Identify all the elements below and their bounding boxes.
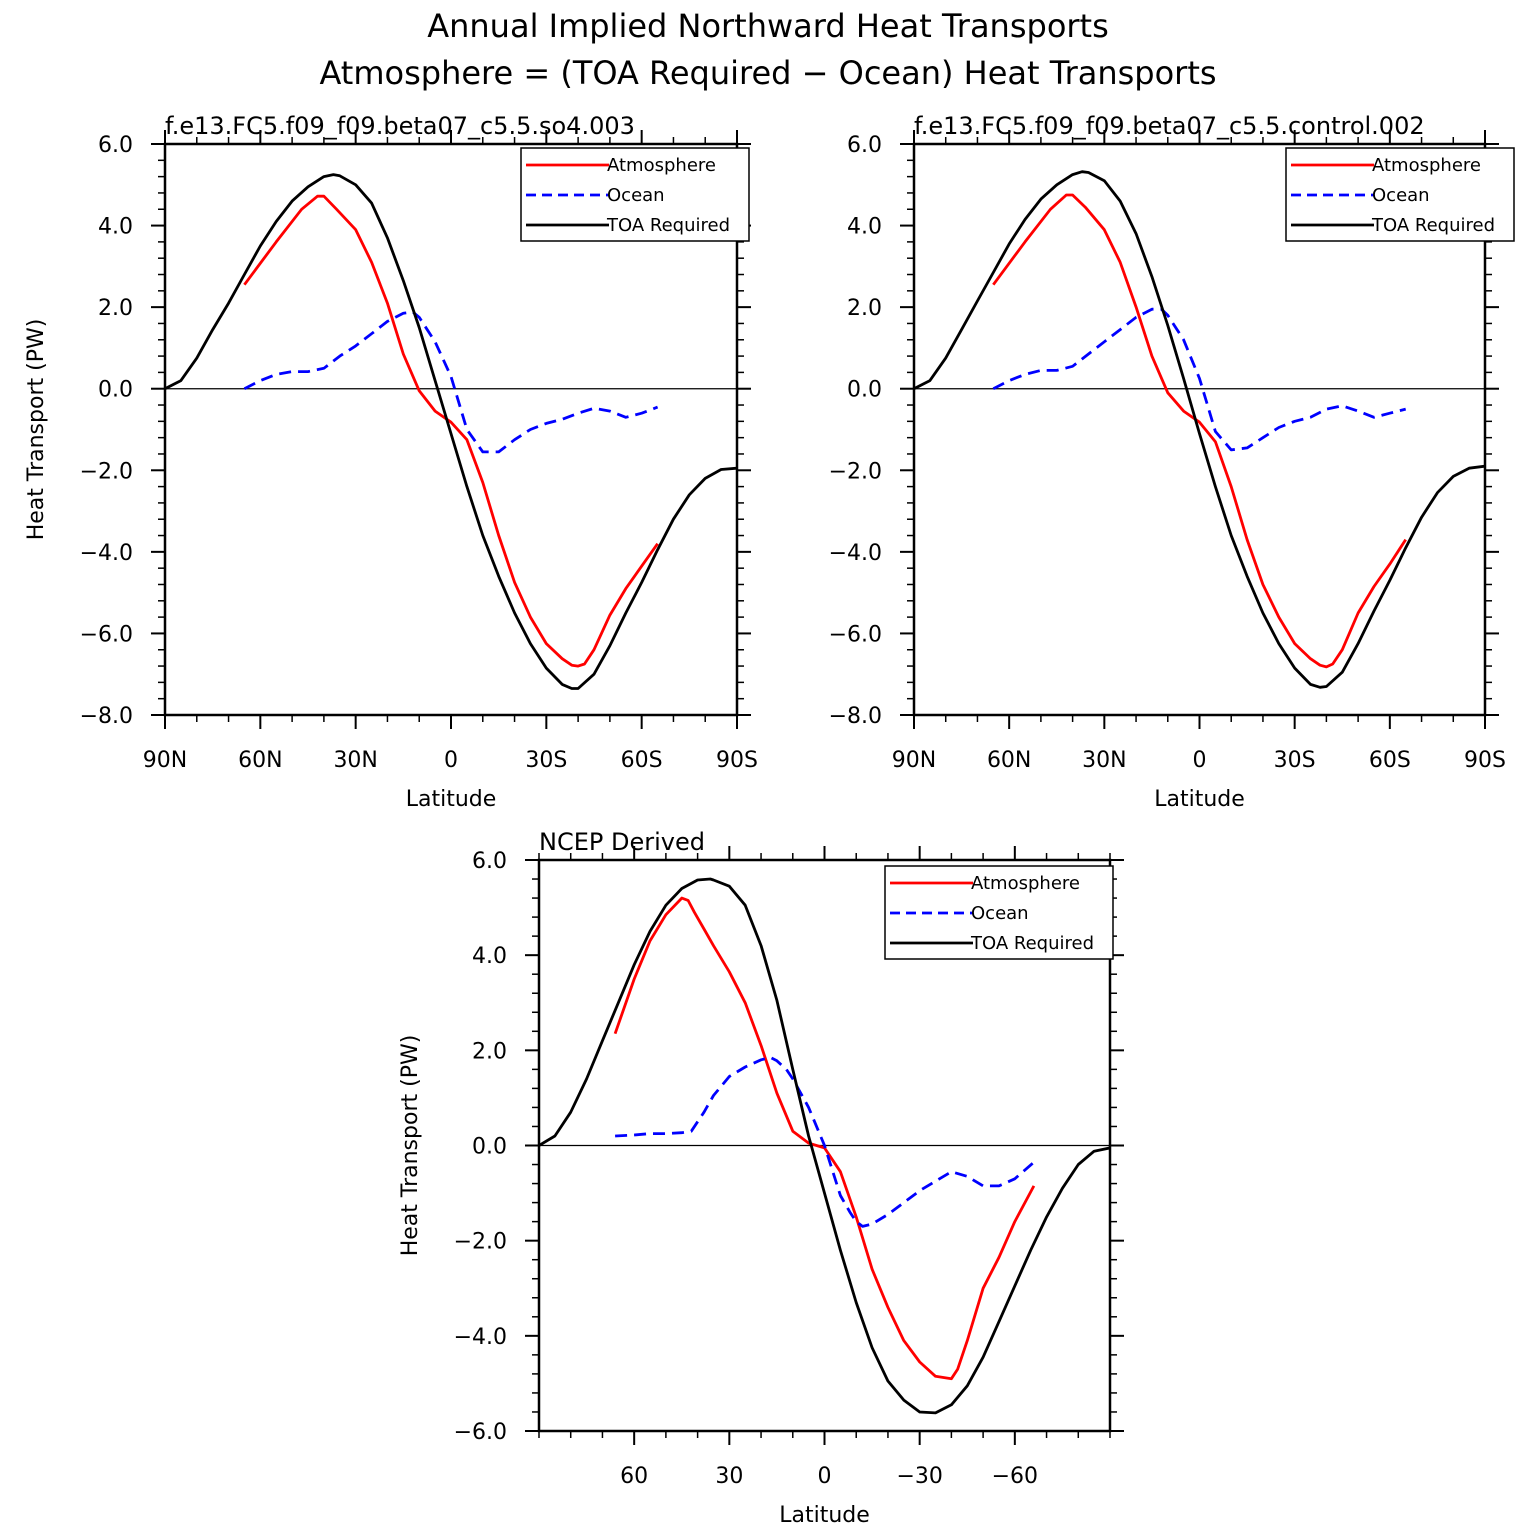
- x-tick-label: 60S: [621, 748, 663, 773]
- y-axis-label: Heat Transport (PW): [24, 319, 49, 541]
- y-tick-label: 6.0: [472, 849, 507, 874]
- y-tick-label: −8.0: [80, 704, 133, 729]
- y-tick-label: −6.0: [454, 1420, 507, 1445]
- series-line-toa-required: [914, 170, 1485, 689]
- y-tick-label: −6.0: [829, 622, 882, 647]
- y-tick-label: −4.0: [454, 1325, 507, 1350]
- panel-title: f.e13.FC5.f09_f09.beta07_c5.5.so4.003: [165, 112, 635, 140]
- panel-ncep-derived: NCEP Derived 60 30 0 −30 −60 6.0 4.0 2.0 0.0 −2.0 −…: [398, 828, 1124, 1528]
- y-tick-label: 0.0: [472, 1135, 507, 1160]
- x-tick-label: 60S: [1369, 748, 1411, 773]
- y-tick-label: 6.0: [847, 133, 882, 158]
- series-line-toa-required: [539, 877, 1110, 1415]
- panel-so4-003: f.e13.FC5.f09_f09.beta07_c5.5.so4.003 90N…: [24, 112, 758, 812]
- series-line-ocean: [992, 307, 1407, 452]
- y-tick-label: 4.0: [847, 215, 882, 240]
- y-tick-label: −2.0: [80, 459, 133, 484]
- legend-label: TOA Required: [1371, 215, 1495, 236]
- x-tick-label: 30N: [333, 748, 377, 773]
- series-line-ocean: [615, 1056, 1035, 1228]
- panel-title: f.e13.FC5.f09_f09.beta07_c5.5.control.00…: [914, 112, 1425, 140]
- x-tick-label: −60: [992, 1464, 1038, 1489]
- y-tick-label: 4.0: [98, 215, 133, 240]
- y-tick-label: −2.0: [454, 1230, 507, 1255]
- y-tick-label: −8.0: [829, 704, 882, 729]
- series-line-toa-required: [165, 173, 737, 690]
- y-axis-label: Heat Transport (PW): [398, 1035, 423, 1257]
- legend-label: TOA Required: [970, 933, 1094, 954]
- x-tick-label: 90N: [892, 748, 936, 773]
- x-axis-label: Latitude: [779, 1503, 870, 1528]
- x-tick-label: 30S: [1274, 748, 1316, 773]
- x-tick-label: 30N: [1082, 748, 1126, 773]
- x-tick-label: 0: [444, 748, 458, 773]
- legend-label: Atmosphere: [1372, 155, 1481, 176]
- panel-control-002: f.e13.FC5.f09_f09.beta07_c5.5.control.00…: [829, 112, 1515, 812]
- legend-label: Ocean: [971, 903, 1029, 924]
- legend-label: Atmosphere: [607, 155, 716, 176]
- figure-title-line1: Annual Implied Northward Heat Transports: [427, 7, 1109, 45]
- x-axis-label: Latitude: [406, 787, 497, 812]
- x-tick-label: 90S: [1464, 748, 1506, 773]
- y-tick-label: −4.0: [80, 541, 133, 566]
- y-tick-label: 0.0: [98, 378, 133, 403]
- series-line-atmosphere: [243, 194, 659, 668]
- legend-label: Ocean: [607, 185, 665, 206]
- x-tick-label: −30: [896, 1464, 942, 1489]
- x-tick-label: 30S: [525, 748, 567, 773]
- x-tick-label: 0: [1193, 748, 1207, 773]
- y-tick-label: −4.0: [829, 541, 882, 566]
- y-tick-label: −6.0: [80, 622, 133, 647]
- panel-title: NCEP Derived: [539, 828, 705, 856]
- x-tick-label: 0: [818, 1464, 832, 1489]
- y-tick-label: −2.0: [829, 459, 882, 484]
- y-tick-label: 2.0: [98, 296, 133, 321]
- x-tick-label: 60N: [987, 748, 1031, 773]
- series-line-atmosphere: [992, 193, 1407, 669]
- series-line-ocean: [243, 310, 659, 454]
- y-tick-label: 0.0: [847, 378, 882, 403]
- x-tick-label: 90S: [716, 748, 758, 773]
- x-tick-label: 30: [715, 1464, 743, 1489]
- y-tick-label: 6.0: [98, 133, 133, 158]
- x-tick-label: 90N: [143, 748, 187, 773]
- y-tick-label: 2.0: [847, 296, 882, 321]
- x-tick-label: 60N: [238, 748, 282, 773]
- y-tick-label: 2.0: [472, 1039, 507, 1064]
- legend-label: Atmosphere: [971, 873, 1080, 894]
- legend-label: TOA Required: [606, 215, 730, 236]
- x-axis-label: Latitude: [1154, 787, 1245, 812]
- figure-title-line2: Atmosphere = (TOA Required − Ocean) Heat…: [319, 54, 1216, 92]
- y-tick-label: 4.0: [472, 944, 507, 969]
- x-tick-label: 60: [620, 1464, 648, 1489]
- legend-label: Ocean: [1372, 185, 1430, 206]
- series-line-atmosphere: [613, 896, 1036, 1381]
